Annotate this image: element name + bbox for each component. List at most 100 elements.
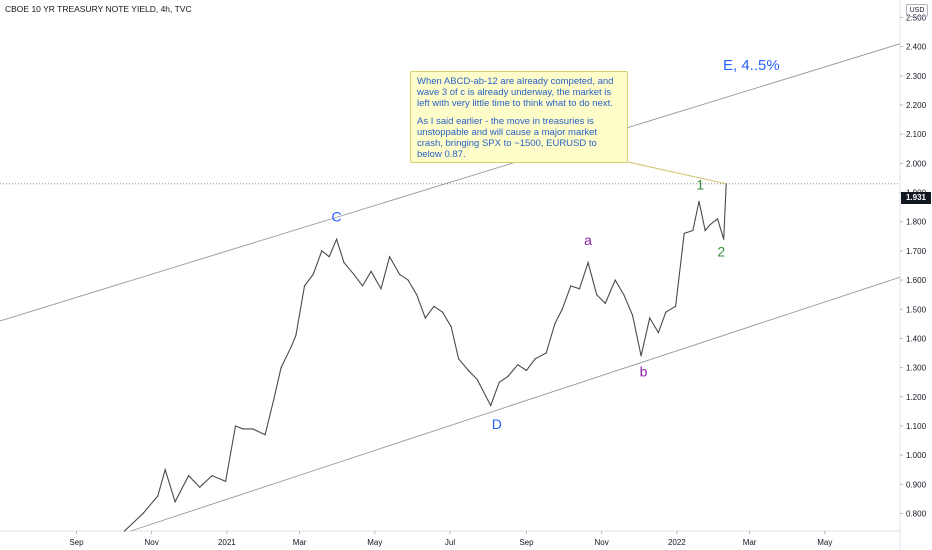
data-point [353, 273, 355, 275]
data-point [273, 399, 275, 401]
wave-labels: C Da b 1 2 [332, 177, 726, 432]
data-point [604, 302, 606, 304]
data-point [704, 229, 706, 232]
data-point [709, 224, 711, 226]
data-point [498, 381, 500, 383]
data-point [587, 262, 589, 264]
data-point [321, 250, 323, 252]
data-point [199, 486, 201, 488]
data-point [264, 434, 266, 436]
currency-badge[interactable]: USD [906, 4, 928, 17]
data-point [554, 323, 556, 325]
data-point [242, 428, 244, 430]
data-point [142, 512, 144, 515]
data-point [525, 369, 528, 372]
wave-label-b: b [640, 363, 648, 379]
data-point [389, 256, 391, 258]
data-point [407, 279, 409, 281]
data-point [157, 495, 159, 497]
y-tick-label: 2.400 [906, 43, 927, 52]
data-point [211, 475, 213, 477]
note-paragraph-1: When ABCD-ab-12 are already competed, an… [417, 76, 614, 109]
wave-label-a: a [584, 232, 592, 248]
x-tick-label: Mar [293, 538, 307, 547]
trendlines [0, 43, 901, 532]
data-point [370, 270, 372, 272]
trendline-1 [130, 276, 901, 532]
data-point [295, 334, 297, 337]
data-point [174, 501, 176, 503]
data-point [596, 294, 598, 296]
data-point [657, 332, 660, 334]
data-point [252, 428, 254, 430]
data-point [450, 326, 452, 328]
x-tick-label: Jul [445, 538, 455, 547]
wave-label-D: D [492, 416, 502, 432]
y-tick-label: 1.600 [906, 276, 927, 285]
y-tick-label: 2.100 [906, 130, 927, 139]
y-tick-label: 2.000 [906, 159, 927, 168]
data-point [698, 200, 700, 202]
x-tick-label: 2022 [668, 538, 686, 547]
data-point [312, 273, 314, 275]
target-label: E, 4..5% [723, 57, 780, 74]
data-point [507, 375, 509, 377]
y-tick-label: 1.200 [906, 393, 927, 402]
data-point [380, 288, 382, 290]
data-point [398, 273, 401, 275]
y-tick-label: 1.500 [906, 305, 927, 314]
data-point [164, 469, 166, 471]
analysis-note[interactable]: When ABCD-ab-12 are already competed, an… [410, 71, 628, 163]
data-point [534, 358, 536, 360]
x-tick-label: 2021 [218, 538, 236, 547]
x-tick-label: May [817, 538, 832, 547]
y-tick-label: 2.300 [906, 72, 927, 81]
data-point [361, 285, 364, 287]
data-point [458, 358, 460, 360]
data-point [649, 317, 651, 319]
data-point [614, 279, 616, 281]
data-point [424, 317, 426, 319]
data-point [467, 369, 470, 372]
data-point [328, 256, 330, 258]
data-point [692, 229, 694, 232]
x-tick-label: May [367, 538, 382, 547]
data-point [683, 232, 685, 234]
data-point [623, 294, 625, 296]
data-point [716, 218, 719, 220]
x-tick-label: Nov [595, 538, 609, 547]
data-point [433, 305, 435, 307]
data-point [343, 262, 345, 264]
data-point [234, 425, 237, 427]
last-price-badge: 1.931 [901, 192, 931, 204]
data-point [123, 530, 126, 532]
data-point [490, 404, 492, 407]
wave-label-C: C [332, 209, 342, 225]
data-point [517, 364, 519, 366]
data-point [188, 475, 190, 477]
data-point [442, 311, 444, 313]
y-tick-label: 1.100 [906, 422, 927, 431]
series-points [123, 183, 727, 532]
note-callout-pointer [627, 161, 727, 185]
data-point [723, 238, 725, 240]
data-point [545, 352, 547, 354]
data-point [416, 294, 418, 296]
y-tick-label: 0.800 [906, 509, 927, 518]
note-paragraph-2: As I said earlier - the move in treasuri… [417, 116, 598, 160]
data-point [476, 378, 478, 380]
x-tick-label: Mar [743, 538, 757, 547]
y-tick-label: 2.500 [906, 14, 927, 23]
y-tick-label: 1.700 [906, 247, 927, 256]
data-point [303, 285, 306, 287]
wave-label-2: 2 [717, 244, 725, 260]
y-tick-label: 1.800 [906, 218, 927, 227]
series-line [124, 183, 727, 532]
wave-label-1: 1 [696, 177, 704, 193]
data-point [290, 346, 292, 348]
data-point [675, 305, 677, 307]
y-tick-label: 1.400 [906, 334, 927, 343]
data-point [665, 311, 667, 313]
time-axis-ticks: Sep Nov 2021 Mar May Jul Sep Nov 2022 Mar May [69, 531, 832, 547]
data-point [631, 314, 634, 316]
